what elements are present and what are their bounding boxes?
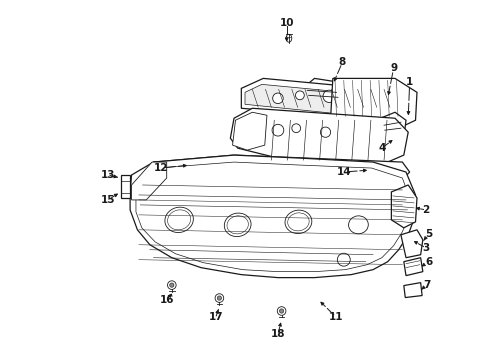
Polygon shape	[300, 78, 347, 105]
Polygon shape	[245, 84, 393, 118]
Text: 17: 17	[208, 312, 223, 323]
Text: 3: 3	[422, 243, 429, 253]
Polygon shape	[242, 78, 399, 120]
Polygon shape	[331, 78, 417, 128]
Polygon shape	[130, 155, 416, 278]
Text: 4: 4	[378, 143, 386, 153]
Bar	[121, 175, 129, 198]
Text: 13: 13	[101, 170, 115, 180]
Circle shape	[272, 124, 284, 136]
Polygon shape	[136, 162, 410, 272]
Circle shape	[277, 307, 286, 315]
Circle shape	[337, 253, 350, 266]
Circle shape	[295, 91, 304, 100]
Ellipse shape	[165, 207, 194, 233]
Polygon shape	[392, 185, 417, 228]
Text: 5: 5	[425, 229, 432, 239]
Circle shape	[217, 296, 221, 300]
Ellipse shape	[168, 210, 191, 230]
Circle shape	[370, 165, 373, 169]
Text: 12: 12	[153, 163, 168, 173]
Circle shape	[368, 163, 375, 171]
Ellipse shape	[286, 34, 292, 42]
Circle shape	[279, 309, 284, 313]
Circle shape	[320, 127, 331, 137]
Ellipse shape	[227, 216, 248, 234]
Circle shape	[272, 93, 283, 104]
Text: 9: 9	[390, 63, 397, 73]
Text: 14: 14	[337, 167, 351, 177]
Text: 11: 11	[329, 312, 343, 323]
Text: 8: 8	[339, 58, 346, 67]
Polygon shape	[233, 112, 267, 150]
Polygon shape	[401, 230, 423, 258]
Ellipse shape	[288, 213, 309, 231]
Text: 15: 15	[101, 195, 115, 205]
Text: 10: 10	[279, 18, 294, 28]
Circle shape	[170, 283, 174, 287]
Ellipse shape	[285, 210, 312, 234]
Text: 7: 7	[423, 280, 431, 289]
Text: 18: 18	[270, 329, 285, 339]
Circle shape	[215, 294, 224, 302]
Polygon shape	[379, 112, 406, 140]
Polygon shape	[404, 283, 422, 298]
Text: 1: 1	[406, 77, 413, 87]
Polygon shape	[230, 108, 408, 162]
Text: 6: 6	[425, 257, 432, 267]
Text: 2: 2	[422, 205, 429, 215]
Circle shape	[292, 124, 301, 132]
Polygon shape	[153, 155, 410, 178]
Ellipse shape	[224, 213, 251, 237]
Circle shape	[353, 93, 364, 104]
Circle shape	[168, 281, 176, 289]
Ellipse shape	[348, 216, 368, 234]
Circle shape	[323, 90, 335, 103]
Polygon shape	[404, 258, 423, 276]
Text: 16: 16	[159, 294, 174, 305]
Polygon shape	[131, 162, 167, 200]
